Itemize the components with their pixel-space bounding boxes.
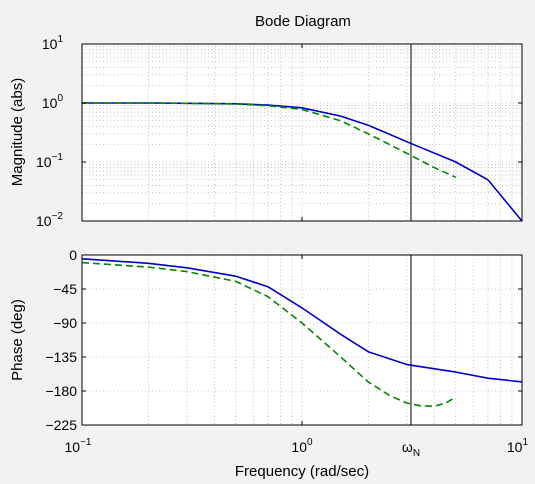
y-tick-exponent: 1 [57,34,63,45]
y-tick-label: 100 [42,93,64,111]
phase-series [81,258,523,407]
omega-n-main: ω [402,439,413,455]
phase-panel: 0 −45 −90 −135 −180 −225 Phase (deg) [9,247,523,433]
y-tick-label: −225 [45,417,77,433]
phase-grid [82,255,522,425]
x-tick-base: 10 [507,439,523,455]
x-tick-label: 100 [291,437,313,455]
solid-series-line [82,102,523,222]
chart-title: Bode Diagram [255,13,351,30]
phase-y-ticks: 0 −45 −90 −135 −180 −225 [45,247,523,433]
phase-y-axis-label: Phase (deg) [9,299,26,381]
x-tick-exponent: −1 [80,437,92,448]
y-tick-label: −135 [45,349,77,365]
y-tick-base: 10 [42,36,58,52]
x-tick-labels: 10−1 100 101 [65,437,529,455]
x-tick-base: 10 [65,439,81,455]
y-tick-label: −90 [53,315,77,331]
dashed-series-line [82,102,457,179]
x-axis-label: Frequency (rad/sec) [235,463,369,480]
x-tick-base: 10 [291,439,307,455]
magnitude-series [82,102,523,222]
y-tick-exponent: 0 [57,93,63,104]
x-tick-exponent: 0 [307,437,313,448]
y-tick-base: 10 [42,95,58,111]
omega-n-label: ωN [402,439,420,459]
x-tick-exponent: 1 [522,437,528,448]
y-tick-label: 101 [42,34,64,52]
y-tick-label: −45 [53,281,77,297]
y-tick-label: −180 [45,383,77,399]
y-tick-label: 0 [69,247,77,263]
solid-series-line [81,258,523,383]
omega-n-subscript: N [413,448,420,459]
x-tick-label: 101 [507,437,529,455]
magnitude-grid [82,44,522,221]
y-tick-exponent: −1 [52,152,64,163]
y-tick-base: 10 [36,154,52,170]
x-tick-label: 10−1 [65,437,92,455]
y-tick-exponent: −2 [52,211,64,222]
y-tick-base: 10 [36,213,52,229]
magnitude-y-axis-label: Magnitude (abs) [9,78,26,186]
y-tick-label: 10−2 [36,211,63,229]
y-tick-label: 10−1 [36,152,63,170]
dashed-series-line [81,261,457,407]
